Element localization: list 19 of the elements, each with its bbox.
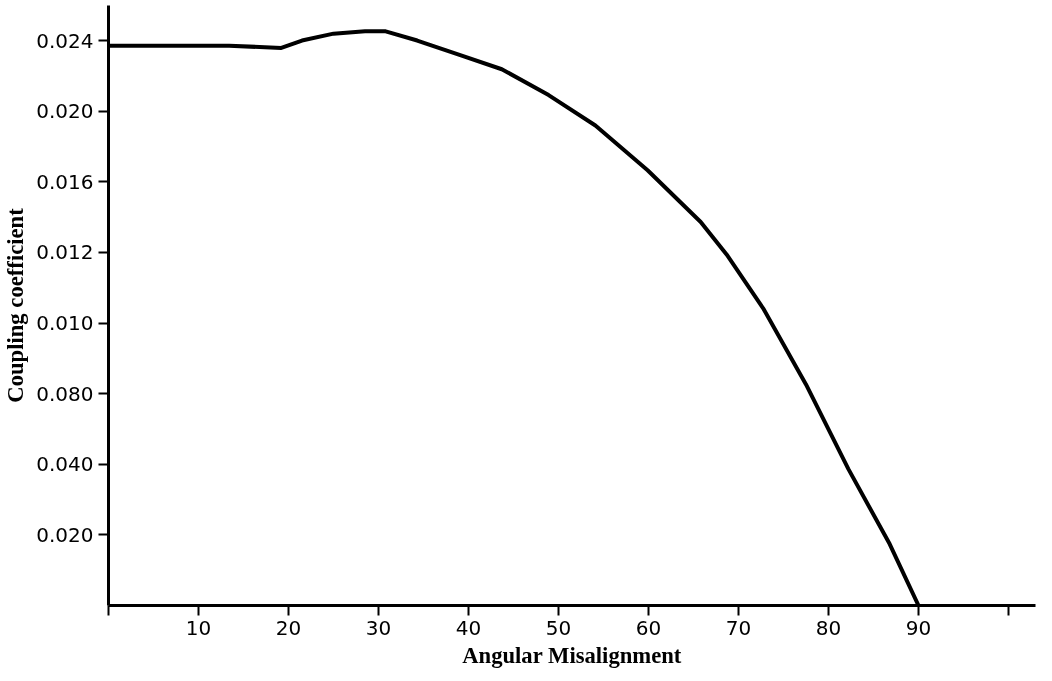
text: 0.010 — [36, 311, 94, 336]
x-tick-label: 20 — [275, 615, 302, 640]
x-tick-label: 90 — [905, 615, 932, 640]
x-tick-label: 70 — [725, 615, 752, 640]
x-axis-title: Angular Misalignment — [462, 642, 682, 668]
text: 0.012 — [36, 240, 94, 265]
x-tick-label: 40 — [455, 615, 482, 640]
y-axis-title: Coupling coefficient — [3, 207, 29, 403]
text: 0.040 — [36, 452, 94, 477]
text: 0.020 — [36, 522, 94, 547]
text: 0.024 — [36, 28, 94, 53]
x-tick-label: 60 — [635, 615, 662, 640]
x-tick-label: 30 — [365, 615, 392, 640]
x-tick-label: 80 — [815, 615, 842, 640]
text: 0.080 — [36, 381, 94, 406]
x-tick-label: 10 — [185, 615, 212, 640]
text: 0.020 — [36, 99, 94, 124]
x-tick-label: 50 — [545, 615, 572, 640]
text: 0.016 — [36, 169, 94, 194]
